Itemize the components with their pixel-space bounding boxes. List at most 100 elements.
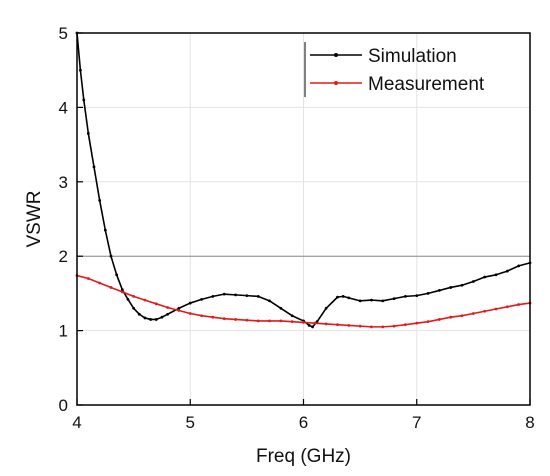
data-point-measurement [404, 323, 407, 327]
legend-label-measurement: Measurement [368, 74, 485, 95]
data-point-simulation [290, 314, 294, 318]
data-point-simulation [82, 98, 86, 102]
data-point-measurement [98, 281, 102, 285]
data-point-measurement [313, 321, 317, 325]
data-point-simulation [188, 301, 192, 305]
data-point-simulation [78, 68, 82, 72]
data-point-measurement [245, 318, 249, 322]
data-point-simulation [234, 293, 237, 297]
data-point-measurement [336, 323, 339, 327]
data-point-simulation [311, 325, 314, 329]
data-point-simulation [245, 294, 249, 298]
data-point-measurement [505, 305, 509, 309]
data-point-measurement [392, 324, 396, 328]
data-point-measurement [120, 290, 124, 294]
data-point-simulation [222, 292, 226, 296]
data-point-simulation [415, 294, 419, 298]
data-point-measurement [358, 324, 362, 328]
data-point-measurement [222, 317, 226, 321]
data-point-simulation [471, 280, 475, 283]
data-point-measurement [415, 321, 419, 325]
data-point-simulation [279, 306, 283, 310]
data-point-simulation [307, 323, 311, 327]
x-tick-label: 7 [412, 413, 421, 432]
data-point-simulation [426, 292, 430, 295]
data-point-simulation [92, 165, 96, 169]
data-point-simulation [143, 316, 147, 320]
data-point-simulation [347, 296, 351, 300]
data-point-simulation [449, 286, 453, 289]
data-point-measurement [471, 312, 475, 315]
legend-marker-simulation [334, 53, 338, 57]
data-point-measurement [154, 302, 158, 306]
y-tick-label: 4 [59, 98, 68, 117]
data-point-measurement [188, 312, 192, 315]
data-point-measurement [132, 294, 136, 298]
y-tick-label: 3 [59, 173, 68, 192]
axis-ticks: 4 5 6 7 8 0 1 2 3 4 5 [59, 24, 535, 432]
y-tick-label: 0 [59, 396, 68, 415]
x-tick-label: 8 [525, 413, 534, 432]
x-tick-label: 4 [72, 413, 81, 432]
data-point-simulation [137, 312, 141, 316]
data-point-measurement [290, 320, 294, 324]
data-point-simulation [256, 294, 260, 298]
data-point-simulation [154, 318, 158, 321]
data-point-simulation [505, 269, 509, 273]
data-point-simulation [268, 299, 271, 303]
data-point-simulation [358, 299, 362, 303]
data-point-simulation [132, 306, 136, 310]
data-point-simulation [120, 288, 124, 292]
y-tick-label: 1 [59, 322, 68, 341]
data-point-measurement [494, 307, 498, 311]
data-point-simulation [160, 315, 164, 319]
legend-marker-measurement [334, 81, 338, 85]
x-tick-label: 5 [186, 413, 195, 432]
data-point-simulation [494, 273, 498, 277]
data-point-measurement [211, 315, 215, 319]
data-point-measurement [302, 321, 305, 324]
data-point-simulation [109, 254, 113, 258]
data-point-measurement [381, 325, 385, 329]
data-point-measurement [234, 318, 237, 321]
data-point-measurement [268, 319, 271, 323]
data-point-measurement [370, 325, 373, 329]
data-point-simulation [438, 289, 441, 292]
data-point-measurement [256, 319, 260, 323]
data-point-simulation [483, 275, 487, 279]
plot-series [75, 31, 532, 329]
data-point-simulation [98, 199, 102, 202]
data-point-simulation [381, 299, 385, 303]
data-point-measurement [143, 298, 147, 302]
x-axis-title: Freq (GHz) [256, 446, 351, 467]
data-point-simulation [211, 294, 215, 298]
data-point-simulation [200, 297, 203, 301]
data-point-measurement [177, 309, 181, 312]
data-point-simulation [103, 228, 107, 232]
data-point-simulation [166, 312, 170, 316]
legend: Simulation Measurement [304, 42, 485, 97]
data-point-measurement [438, 318, 441, 321]
data-point-simulation [149, 318, 153, 321]
data-point-measurement [109, 286, 113, 289]
data-point-simulation [370, 298, 373, 302]
legend-label-simulation: Simulation [368, 46, 457, 67]
data-point-simulation [404, 294, 407, 298]
x-tick-label: 6 [299, 413, 308, 432]
data-point-measurement [166, 306, 170, 309]
data-point-measurement [86, 277, 90, 280]
data-point-measurement [426, 320, 430, 324]
data-point-simulation [126, 297, 130, 301]
data-point-measurement [324, 322, 328, 326]
y-axis-title: VSWR [24, 191, 45, 248]
data-point-measurement [347, 323, 351, 327]
y-tick-label: 5 [59, 24, 68, 43]
data-point-simulation [392, 297, 396, 301]
data-point-simulation [460, 283, 464, 287]
data-point-simulation [86, 132, 90, 135]
data-point-simulation [324, 306, 328, 310]
data-point-measurement [460, 314, 464, 318]
data-point-measurement [483, 309, 487, 313]
data-point-simulation [115, 273, 119, 277]
